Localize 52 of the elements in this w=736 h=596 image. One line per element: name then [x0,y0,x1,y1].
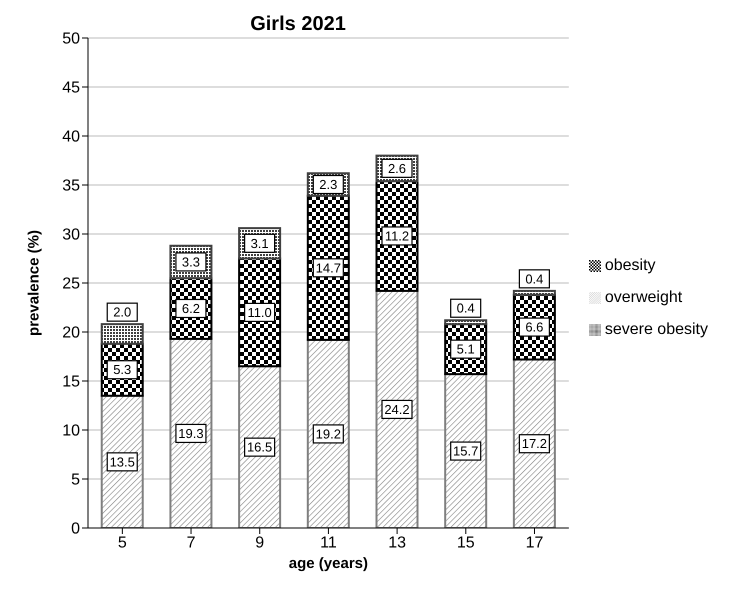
y-tick-label: 15 [62,374,80,391]
chart-title: Girls 2021 [250,13,346,35]
bar [169,338,212,528]
y-tick-label: 35 [62,178,80,195]
data-label: 19.3 [178,426,204,441]
y-tick-label: 40 [62,128,80,146]
data-label: 24.2 [384,402,410,417]
data-label: 13.5 [110,454,135,470]
y-tick-label: 20 [62,324,80,342]
y-tick-label: 5 [71,472,80,489]
x-tick-label: 11 [320,534,337,552]
y-tick-label: 0 [71,520,80,538]
data-label: 6.6 [525,320,544,335]
legend-label: obesity [604,257,656,274]
y-tick-label: 45 [62,80,80,97]
data-label: 2.6 [388,160,406,176]
x-tick-label: 13 [388,534,406,552]
y-tick-label: 50 [62,30,80,48]
bar [238,365,282,528]
data-label: 6.2 [182,300,200,316]
x-tick-label: 9 [255,534,264,552]
x-tick-label: 17 [526,534,544,552]
x-axis-title: age (years) [288,555,368,572]
data-label: 3.1 [250,236,269,251]
data-label: 0.4 [525,271,544,286]
y-tick-label: 30 [62,226,80,244]
bar [306,338,350,528]
x-tick-label: 7 [186,534,196,552]
data-label: 17.2 [522,436,548,452]
bar [375,290,418,528]
x-tick-label: 15 [456,534,475,552]
y-tick-label: 10 [62,422,80,440]
data-label: 3.3 [182,254,200,270]
y-axis-title: prevalence (%) [25,230,42,336]
y-tick-label: 25 [62,276,80,293]
data-label: 5.1 [456,342,475,357]
data-label: 19.2 [316,426,341,442]
data-label: 2.0 [113,304,132,320]
data-label: 11.0 [247,304,272,320]
data-label: 0.4 [456,300,475,316]
bar [375,180,418,292]
legend-label: overweight [604,289,682,306]
data-label: 2.3 [319,177,338,192]
legend-label: severe obesity [604,321,708,338]
data-label: 11.2 [384,228,410,244]
bar [444,373,488,528]
data-label: 16.5 [246,440,272,455]
data-label: 14.7 [316,260,341,276]
x-tick-label: 5 [118,534,127,552]
data-label: 5.3 [113,362,132,378]
bar [512,358,556,528]
data-label: 15.7 [453,444,478,459]
